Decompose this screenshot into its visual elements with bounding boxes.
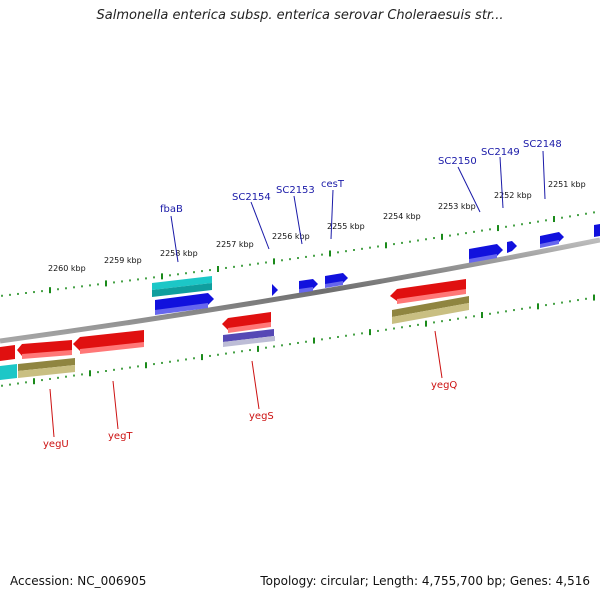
gene-SC2153-body[interactable]: [299, 279, 318, 293]
forward-strand-genes: [152, 224, 600, 315]
gene-edge-right[interactable]: [594, 224, 600, 237]
gene-yegQ-khaki[interactable]: [392, 296, 469, 324]
gene-small-arrow[interactable]: [272, 284, 278, 296]
kbp-tick-label: 2255 kbp: [327, 222, 365, 231]
kbp-tick-label: 2253 kbp: [438, 202, 476, 211]
kbp-tick-label: 2254 kbp: [383, 212, 421, 221]
gene-label[interactable]: SC2153: [276, 185, 315, 196]
map-title: Salmonella enterica subsp. enterica sero…: [96, 8, 504, 23]
gene-label[interactable]: yegU: [43, 439, 69, 450]
gene-label[interactable]: yegS: [249, 411, 274, 422]
gene-SC2149-body[interactable]: [507, 241, 517, 253]
gene-edge-left-cyan[interactable]: [0, 364, 17, 380]
gene-yegS-purple[interactable]: [223, 329, 275, 347]
gene-yegU-khaki[interactable]: [18, 358, 75, 378]
label-leaders: [49, 150, 546, 438]
gene-label[interactable]: SC2154: [232, 192, 271, 203]
upper-tick-rail: [1, 211, 595, 297]
genome-summary: Topology: circular; Length: 4,755,700 bp…: [260, 574, 590, 588]
kbp-tick-label: 2251 kbp: [548, 180, 586, 189]
gene-cesT-body[interactable]: [325, 273, 348, 288]
gene-labels: fbaB SC2154 SC2153 cesT SC2150 SC2149 SC…: [43, 139, 562, 450]
gene-SC2154-body[interactable]: [155, 293, 214, 315]
gene-label[interactable]: yegT: [108, 431, 133, 442]
reverse-strand-genes: [0, 279, 469, 380]
gene-yegU-red[interactable]: [17, 340, 72, 359]
kbp-tick-label: 2252 kbp: [494, 191, 532, 200]
gene-label[interactable]: yegQ: [431, 380, 457, 391]
gene-label[interactable]: SC2149: [481, 147, 520, 158]
accession-label: Accession: NC_006905: [10, 574, 147, 588]
gene-label[interactable]: SC2148: [523, 139, 562, 150]
kbp-tick-labels: 2260 kbp 2259 kbp 2258 kbp 2257 kbp 2256…: [48, 180, 586, 273]
lower-tick-rail: [1, 294, 595, 387]
kbp-tick-label: 2260 kbp: [48, 264, 86, 273]
gene-yegQ-red[interactable]: [390, 279, 466, 304]
genome-backbone: [0, 237, 600, 344]
kbp-tick-label: 2259 kbp: [104, 256, 142, 265]
gene-label[interactable]: fbaB: [160, 204, 183, 215]
gene-label[interactable]: SC2150: [438, 156, 477, 167]
gene-label[interactable]: cesT: [321, 179, 345, 190]
gene-edge-left-red[interactable]: [0, 345, 15, 361]
gene-SC2150-body[interactable]: [469, 244, 503, 263]
kbp-tick-label: 2258 kbp: [160, 249, 198, 258]
gene-fbaB[interactable]: [152, 276, 212, 297]
gene-yegT-red[interactable]: [73, 330, 144, 354]
kbp-tick-label: 2257 kbp: [216, 240, 254, 249]
gene-yegS-red[interactable]: [222, 312, 271, 333]
gene-SC2148-body[interactable]: [540, 232, 564, 248]
kbp-tick-label: 2256 kbp: [272, 232, 310, 241]
